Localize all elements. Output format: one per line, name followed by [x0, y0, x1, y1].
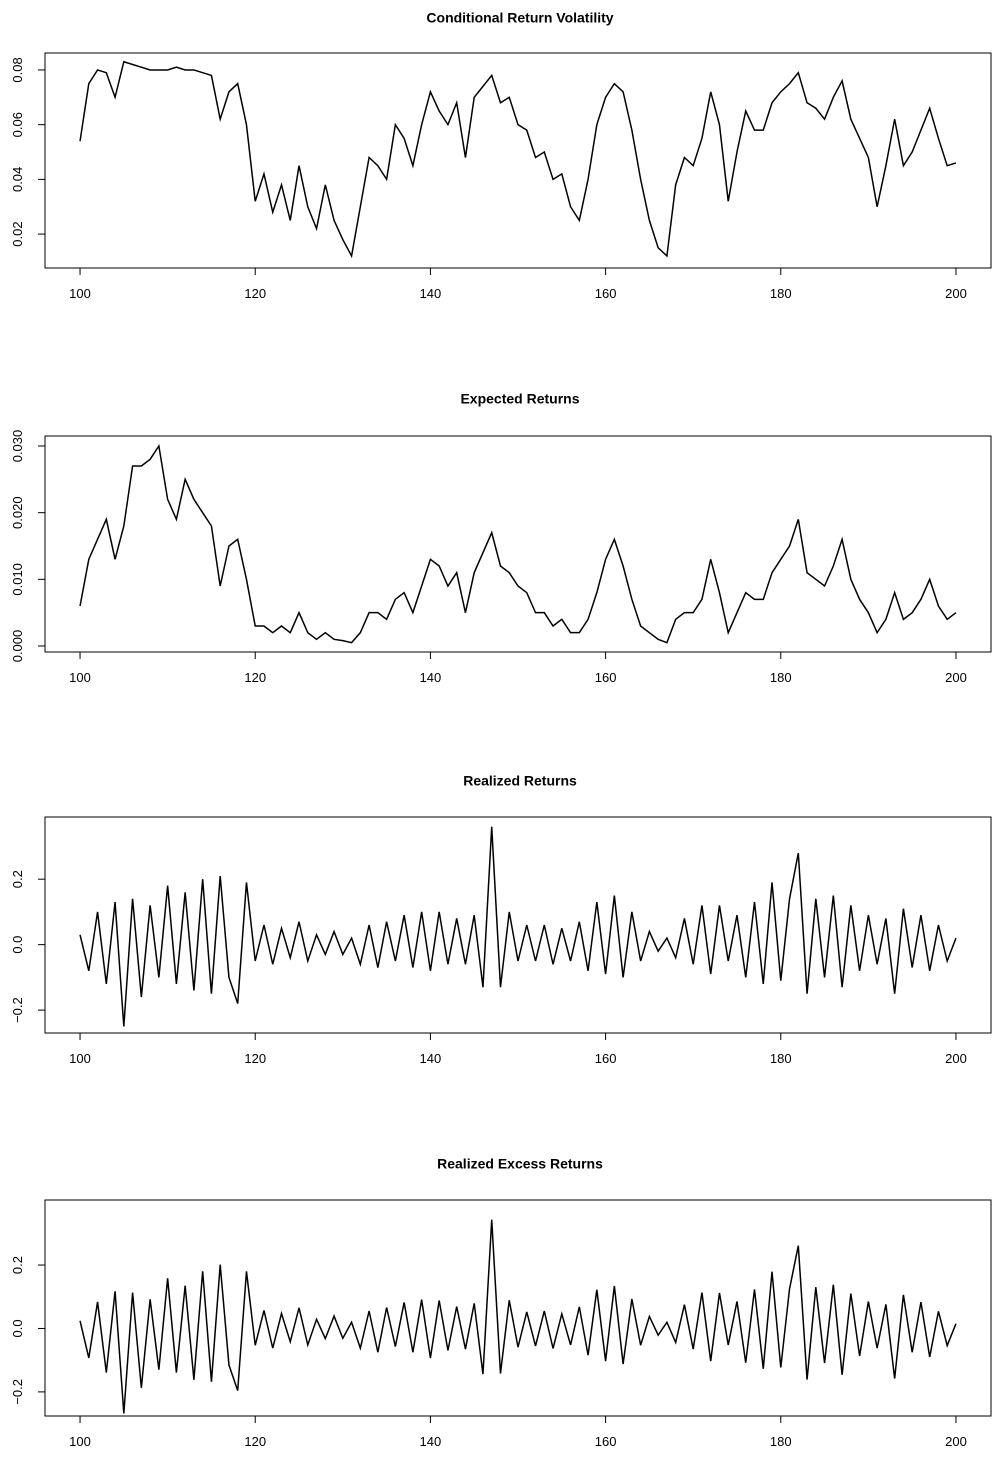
x-tick-label: 200 [945, 1434, 967, 1449]
series-line [79, 826, 957, 1027]
chart-title: Realized Excess Returns [437, 1156, 603, 1172]
x-tick-label: 100 [69, 1051, 91, 1066]
y-tick-label: 0.020 [10, 496, 25, 529]
x-tick-label: 200 [945, 670, 967, 685]
x-tick-label: 100 [69, 1434, 91, 1449]
series-line [79, 60, 957, 259]
y-tick-label: 0.010 [10, 563, 25, 596]
x-tick-label: 140 [420, 1434, 442, 1449]
y-tick-label: 0.0 [10, 936, 25, 954]
x-tick-label: 160 [595, 1434, 617, 1449]
x-tick-label: 140 [420, 286, 442, 301]
x-tick-label: 100 [69, 286, 91, 301]
plot-frame [44, 52, 992, 269]
y-tick-label: 0.2 [10, 1256, 25, 1274]
y-tick-label: −0.2 [10, 997, 25, 1023]
plot-frame [44, 816, 992, 1034]
x-tick-label: 120 [244, 286, 266, 301]
y-tick-label: 0.02 [10, 221, 25, 246]
y-tick-label: 0.0 [10, 1319, 25, 1337]
x-tick-label: 160 [595, 670, 617, 685]
x-tick-label: 140 [420, 670, 442, 685]
plot-frame [44, 435, 992, 653]
x-tick-label: 100 [69, 670, 91, 685]
chart-title: Expected Returns [460, 391, 579, 407]
x-tick-label: 180 [770, 1051, 792, 1066]
chart-title: Realized Returns [463, 773, 577, 789]
x-tick-label: 120 [244, 1434, 266, 1449]
x-tick-label: 160 [595, 286, 617, 301]
x-tick-label: 120 [244, 670, 266, 685]
plot-frame [44, 1199, 992, 1417]
x-tick-label: 140 [420, 1051, 442, 1066]
y-tick-label: 0.030 [10, 430, 25, 463]
chart-title: Conditional Return Volatility [426, 10, 613, 26]
x-tick-label: 200 [945, 286, 967, 301]
x-tick-label: 180 [770, 670, 792, 685]
x-tick-label: 180 [770, 1434, 792, 1449]
y-tick-label: 0.000 [10, 630, 25, 663]
y-tick-label: 0.2 [10, 870, 25, 888]
y-tick-label: −0.2 [10, 1379, 25, 1405]
y-tick-label: 0.08 [10, 57, 25, 82]
x-tick-label: 160 [595, 1051, 617, 1066]
series-line [79, 1219, 957, 1414]
x-tick-label: 200 [945, 1051, 967, 1066]
x-tick-label: 180 [770, 286, 792, 301]
y-tick-label: 0.06 [10, 112, 25, 137]
series-line [79, 443, 957, 644]
y-tick-label: 0.04 [10, 167, 25, 192]
x-tick-label: 120 [244, 1051, 266, 1066]
